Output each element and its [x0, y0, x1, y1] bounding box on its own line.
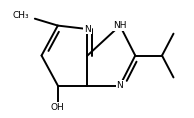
Text: N: N	[84, 25, 91, 34]
Text: NH: NH	[113, 21, 127, 30]
Text: CH₃: CH₃	[12, 11, 29, 20]
Text: N: N	[117, 81, 123, 90]
Text: OH: OH	[51, 103, 65, 112]
